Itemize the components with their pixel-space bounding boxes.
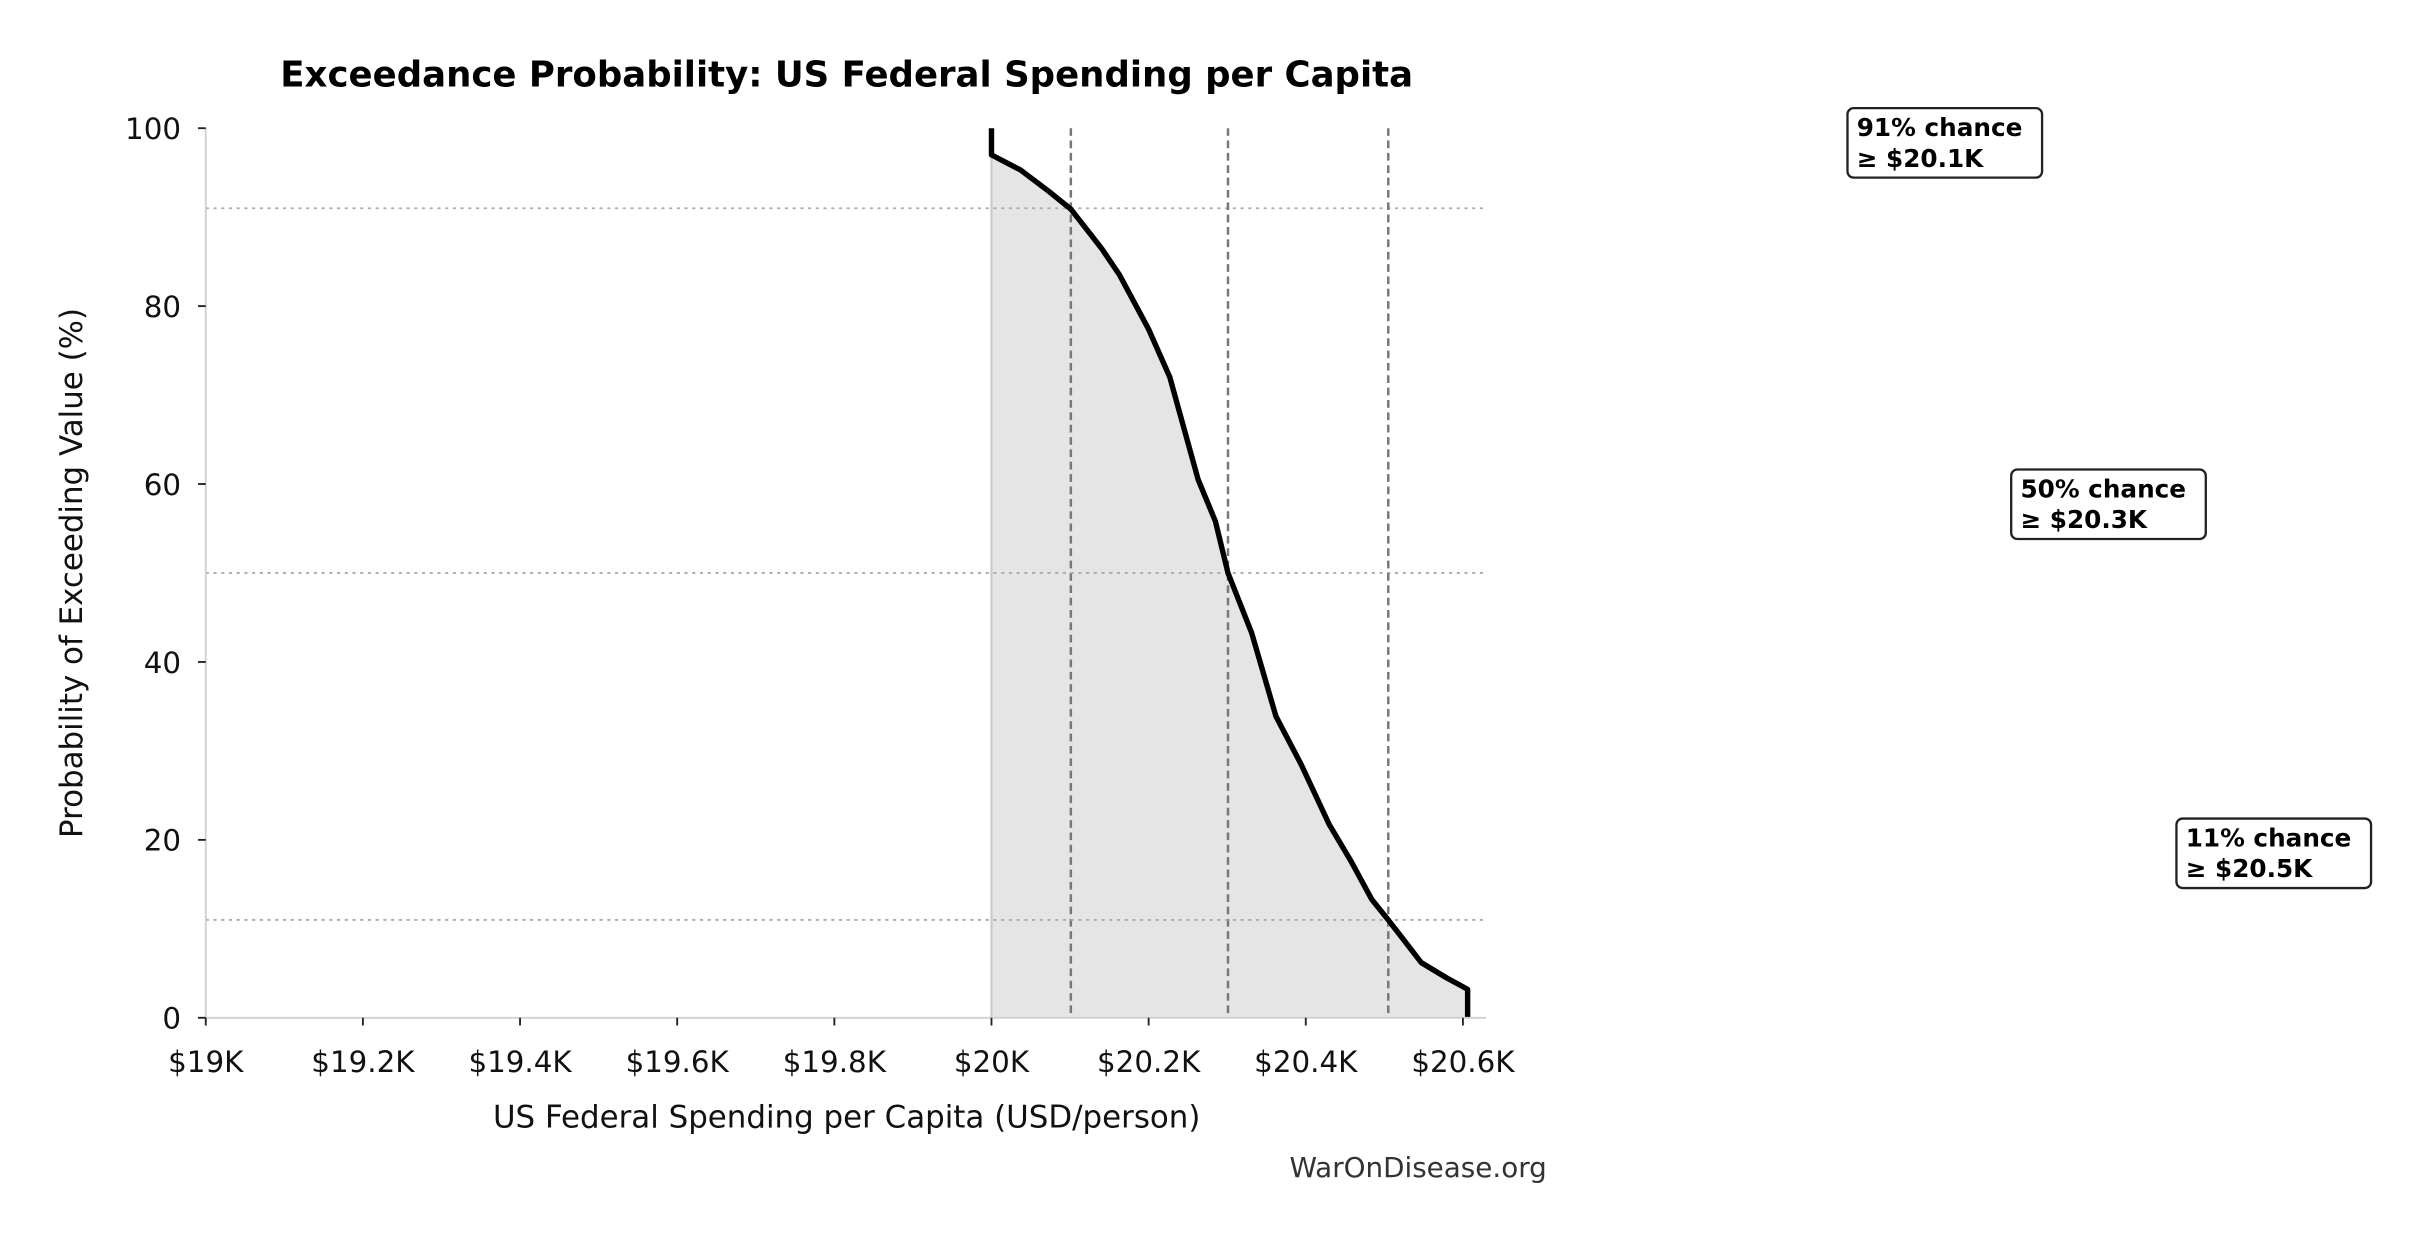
x-tick-label: $20K <box>954 1045 1030 1079</box>
y-tick-label: 100 <box>125 112 181 146</box>
annotation-line1: 11% chance <box>2186 823 2352 852</box>
x-tick-label: $19.8K <box>783 1045 887 1079</box>
annotation-line2: ≥ $20.3K <box>2020 505 2147 534</box>
annotation-box-frame <box>1846 106 2044 179</box>
x-axis-label: US Federal Spending per Capita (USD/pers… <box>493 1099 1201 1135</box>
x-tick-label: $19.2K <box>311 1045 415 1079</box>
y-tick-label: 60 <box>144 468 181 502</box>
exceedance-area-fill <box>991 128 1468 1018</box>
y-tick-label: 80 <box>144 290 181 324</box>
x-tick-label: $19.4K <box>468 1045 572 1079</box>
chart-title: Exceedance Probability: US Federal Spend… <box>280 54 1413 95</box>
x-tick-label: $19.6K <box>626 1045 730 1079</box>
annotation-line2: ≥ $20.5K <box>2186 854 2313 883</box>
y-tick-label: 40 <box>144 646 181 680</box>
annotation-line2: ≥ $20.1K <box>1857 144 1984 173</box>
x-tick-label: $20.4K <box>1254 1045 1358 1079</box>
watermark: WarOnDisease.org <box>1289 1151 1546 1184</box>
y-tick-label: 20 <box>144 824 181 858</box>
annotation-box: 11% chance≥ $20.5K <box>2175 817 2373 890</box>
y-axis-label: Probability of Exceeding Value (%) <box>54 308 90 838</box>
annotation-box: 50% chance≥ $20.3K <box>2010 468 2207 541</box>
annotation-box-frame <box>2175 817 2373 890</box>
plot-area: $19K $19.2K $19.4K $19.6K $19.8K $20K $20.2K $2… <box>125 106 2373 1079</box>
x-tick-label: $20.2K <box>1097 1045 1201 1079</box>
exceedance-curve <box>988 128 1471 1018</box>
x-tick-label: $20.6K <box>1411 1045 1515 1079</box>
annotation-line1: 91% chance <box>1857 113 2023 142</box>
y-tick-label: 0 <box>162 1002 181 1036</box>
x-tick-label: $19K <box>168 1045 244 1079</box>
annotation-line1: 50% chance <box>2020 474 2186 503</box>
annotation-box: 91% chance≥ $20.1K <box>1846 106 2044 179</box>
annotation-box-frame <box>2010 468 2207 541</box>
